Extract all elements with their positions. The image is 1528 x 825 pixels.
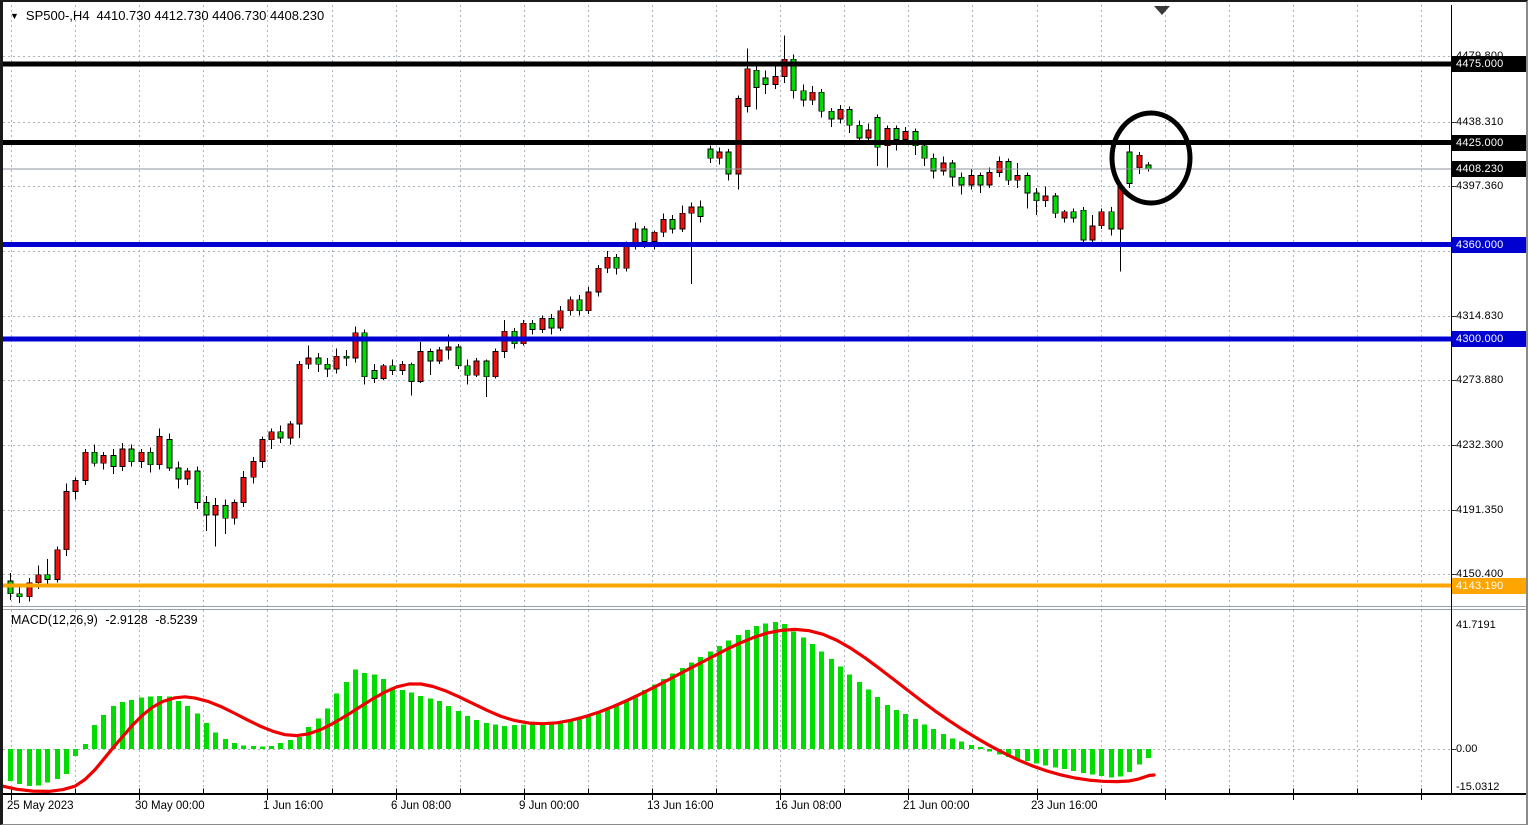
macd-signal-value: -8.5239 <box>155 613 198 627</box>
macd-main-value: -2.9128 <box>105 613 148 627</box>
candles <box>7 35 1152 604</box>
chart-title: ▼ SP500-,H4 4410.730 4412.730 4406.730 4… <box>10 8 324 23</box>
level-line-4143.19[interactable] <box>3 583 1451 588</box>
chart-shift-marker-icon <box>1154 6 1170 15</box>
chart-title-symbol: SP500-,H4 <box>25 8 90 23</box>
macd-indicator-label: MACD(12,26,9) -2.9128 -8.5239 <box>11 613 202 627</box>
level-line-4360[interactable] <box>3 242 1451 248</box>
symbol-dropdown-icon[interactable]: ▼ <box>10 11 19 21</box>
level-line-4408.23[interactable] <box>3 168 1451 170</box>
chart-canvas[interactable] <box>3 2 1528 825</box>
level-line-4300[interactable] <box>3 336 1451 342</box>
chart-title-ohlc: 4410.730 4412.730 4406.730 4408.230 <box>96 8 325 23</box>
level-line-4475[interactable] <box>3 61 1451 67</box>
annotation-circle[interactable] <box>1109 110 1193 206</box>
level-line-4425[interactable] <box>3 140 1451 146</box>
macd-histogram <box>8 621 1151 787</box>
time-axis[interactable] <box>3 795 1526 824</box>
price-axis[interactable] <box>1451 2 1526 793</box>
macd-signal-line <box>3 627 1156 794</box>
macd-indicator-name: MACD(12,26,9) <box>11 613 98 627</box>
